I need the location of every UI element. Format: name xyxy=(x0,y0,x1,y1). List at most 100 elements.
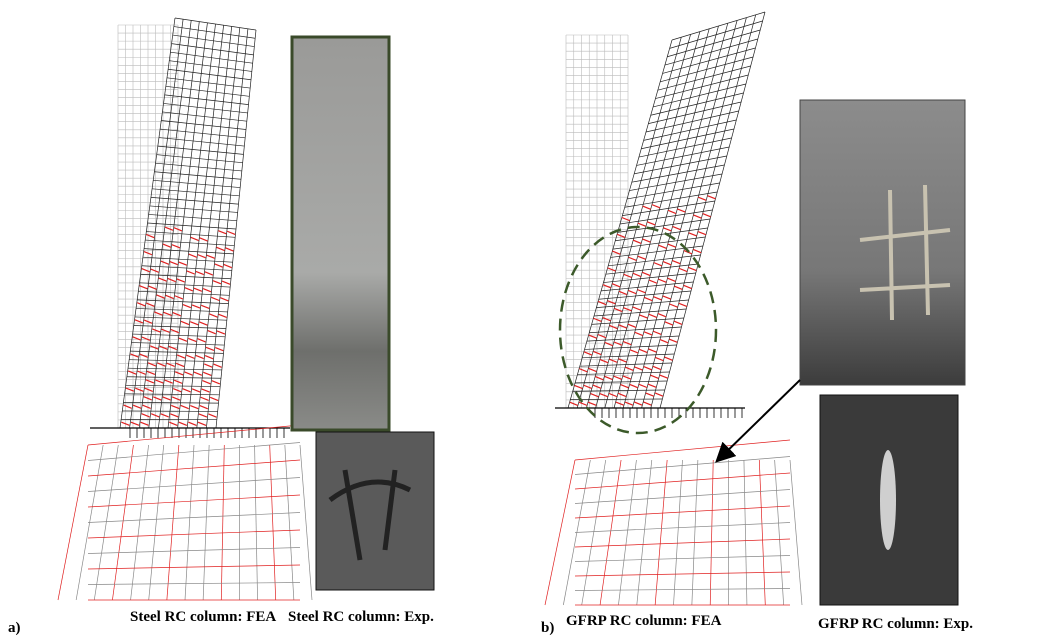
mesh-line xyxy=(135,388,143,391)
mesh-line xyxy=(703,214,711,217)
mesh-line xyxy=(198,422,206,425)
mesh-line xyxy=(775,460,784,605)
mesh-line xyxy=(652,205,660,208)
mesh-line xyxy=(88,565,300,569)
mesh-line xyxy=(623,308,631,311)
mesh-line xyxy=(169,346,177,349)
mesh-line xyxy=(654,263,662,266)
mesh-line xyxy=(589,335,597,338)
mesh-line xyxy=(146,303,154,306)
mesh-line xyxy=(759,460,765,605)
mesh-line xyxy=(606,264,698,274)
mesh-line xyxy=(165,95,249,105)
mesh-line xyxy=(622,218,630,221)
mesh-line xyxy=(222,281,230,284)
mesh-line xyxy=(679,303,687,306)
mesh-line xyxy=(649,280,657,283)
mesh-line xyxy=(575,523,790,533)
mesh-line xyxy=(88,460,300,476)
mesh-line xyxy=(135,320,143,323)
mesh-line xyxy=(707,196,715,199)
mesh-line xyxy=(151,269,159,272)
mesh-line xyxy=(633,307,641,310)
mesh-line xyxy=(205,272,213,275)
mesh-line xyxy=(633,273,641,276)
mesh-line xyxy=(684,285,692,288)
mesh-line xyxy=(625,402,633,405)
mesh-line xyxy=(648,349,656,352)
mesh-line xyxy=(168,69,251,80)
mesh-line xyxy=(151,414,159,417)
mesh-line xyxy=(212,381,220,384)
mesh-line xyxy=(575,473,790,489)
mesh-line xyxy=(206,347,214,350)
mesh-line xyxy=(595,377,603,380)
mesh-line xyxy=(668,210,676,213)
mesh-line xyxy=(600,460,621,605)
mesh-line xyxy=(225,248,233,251)
mesh-line xyxy=(167,445,179,600)
mesh-line xyxy=(634,402,642,405)
mesh-line xyxy=(642,239,650,242)
mesh-line xyxy=(635,367,643,370)
mesh-line xyxy=(545,460,575,605)
mesh-line xyxy=(674,321,682,324)
mesh-line xyxy=(575,572,790,576)
mesh-line xyxy=(122,411,217,412)
mesh-line xyxy=(255,445,258,600)
mesh-line xyxy=(179,262,187,265)
mesh-line xyxy=(300,445,312,600)
mesh-line xyxy=(181,405,189,408)
mesh-line xyxy=(213,281,221,284)
mesh-line xyxy=(710,460,713,605)
mesh-line xyxy=(88,513,300,523)
mesh-line xyxy=(689,233,697,236)
mesh-line xyxy=(145,388,153,391)
mesh-line xyxy=(688,267,696,270)
mesh-line xyxy=(185,372,193,375)
mesh-line xyxy=(621,385,629,388)
caption: Steel RC column: Exp. xyxy=(288,609,434,625)
panel-label: a) xyxy=(8,620,21,636)
mesh-line xyxy=(88,530,300,538)
mesh-line xyxy=(591,394,599,397)
arrow xyxy=(718,380,800,460)
mesh-line xyxy=(221,445,224,600)
mesh-line xyxy=(131,445,149,600)
mesh-line xyxy=(672,261,680,264)
mesh-line xyxy=(123,402,218,403)
mesh-line xyxy=(200,238,208,241)
mesh-line xyxy=(208,414,216,417)
mesh-line xyxy=(627,183,720,199)
mesh-line xyxy=(137,303,145,306)
photo-crack xyxy=(880,450,896,550)
mesh-line xyxy=(201,305,209,308)
mesh-line xyxy=(575,589,790,591)
mesh-line xyxy=(160,129,245,138)
mesh-line xyxy=(166,295,174,298)
mesh-line xyxy=(163,397,171,400)
mesh-line xyxy=(179,422,187,425)
mesh-line xyxy=(190,322,198,325)
mesh-line xyxy=(607,301,615,304)
mesh-line xyxy=(198,339,206,342)
mesh-line xyxy=(628,324,636,327)
photo-steel xyxy=(292,37,389,430)
mesh-line xyxy=(649,314,657,317)
mesh-line xyxy=(203,372,211,375)
mesh-line xyxy=(189,254,197,257)
mesh-line xyxy=(192,389,200,392)
mesh-line xyxy=(640,315,648,318)
mesh-line xyxy=(167,78,250,88)
mesh-line xyxy=(632,165,725,182)
mesh-line xyxy=(185,288,193,291)
mesh-line xyxy=(164,103,248,113)
mesh-line xyxy=(623,376,631,379)
mesh-line xyxy=(163,244,171,247)
mesh-line xyxy=(126,388,134,391)
mesh-line xyxy=(217,247,225,250)
photo-steel-detail xyxy=(316,432,434,590)
mesh-line xyxy=(227,231,235,234)
mesh-line xyxy=(668,278,676,281)
mesh-line xyxy=(618,460,636,605)
